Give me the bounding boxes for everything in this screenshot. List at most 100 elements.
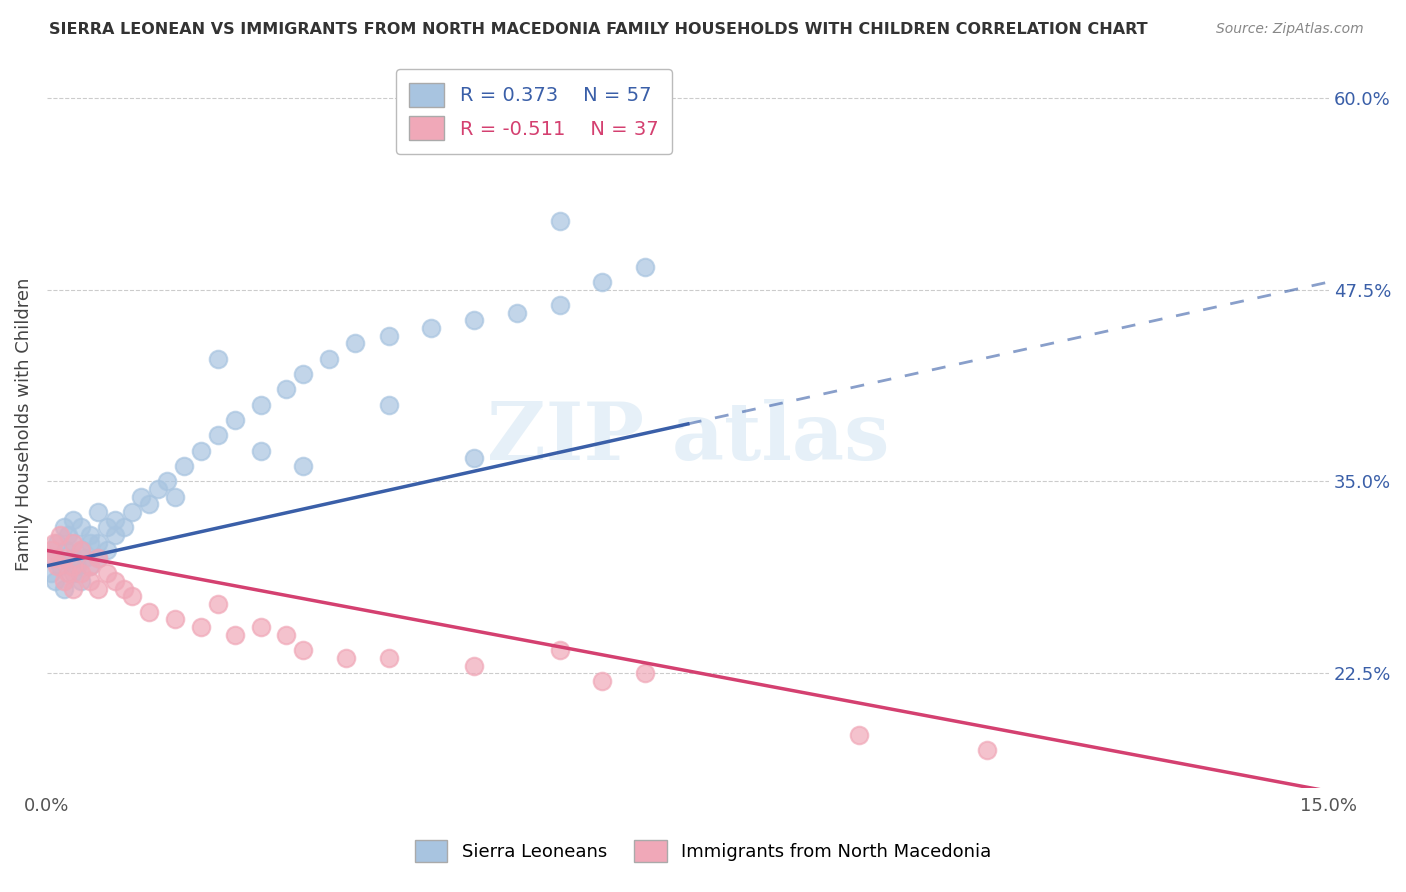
Point (155, 475, 177, 489)
Point (48, 558, 70, 573)
Point (75, 551, 97, 566)
Point (79, 536, 101, 550)
Point (249, 443, 271, 458)
Point (70, 543, 93, 558)
Point (292, 643, 315, 657)
Point (146, 482, 169, 496)
Point (276, 628, 298, 642)
Point (70, 520, 93, 534)
Point (249, 398, 271, 412)
Point (420, 321, 443, 335)
Point (335, 650, 357, 665)
Point (62, 566, 84, 581)
Point (548, 643, 571, 657)
Point (48, 528, 70, 542)
Text: SIERRA LEONEAN VS IMMIGRANTS FROM NORTH MACEDONIA FAMILY HOUSEHOLDS WITH CHILDRE: SIERRA LEONEAN VS IMMIGRANTS FROM NORTH … (49, 22, 1147, 37)
Point (42, 551, 65, 566)
Point (292, 459, 315, 474)
Point (53, 574, 76, 589)
Point (591, 275, 613, 289)
Point (506, 306, 529, 320)
Point (46, 536, 69, 550)
Point (318, 351, 340, 366)
Point (104, 513, 127, 527)
Point (634, 666, 657, 681)
Point (87, 551, 110, 566)
Point (39, 566, 62, 581)
Point (44, 574, 66, 589)
Point (548, 213, 571, 227)
Point (190, 620, 212, 634)
Point (104, 574, 127, 589)
Point (207, 351, 229, 366)
Point (66, 558, 89, 573)
Y-axis label: Family Households with Children: Family Households with Children (15, 277, 32, 571)
Point (87, 505, 110, 519)
Point (104, 528, 127, 542)
Point (62, 582, 84, 596)
Point (138, 605, 160, 619)
Point (848, 727, 870, 741)
Legend: R = 0.373    N = 57, R = -0.511    N = 37: R = 0.373 N = 57, R = -0.511 N = 37 (396, 70, 672, 153)
Point (190, 443, 212, 458)
Point (377, 650, 399, 665)
Point (112, 582, 135, 596)
Point (70, 574, 93, 589)
Point (46, 558, 69, 573)
Text: Source: ZipAtlas.com: Source: ZipAtlas.com (1216, 22, 1364, 37)
Text: ZIP atlas: ZIP atlas (486, 400, 889, 477)
Point (70, 543, 93, 558)
Point (207, 597, 229, 611)
Point (53, 520, 76, 534)
Point (463, 451, 485, 466)
Point (548, 298, 571, 312)
Point (87, 551, 110, 566)
Point (87, 582, 110, 596)
Point (44, 551, 66, 566)
Point (62, 513, 84, 527)
Point (591, 673, 613, 688)
Point (96, 566, 118, 581)
Point (976, 743, 998, 757)
Point (129, 490, 152, 504)
Point (463, 658, 485, 673)
Legend: Sierra Leoneans, Immigrants from North Macedonia: Sierra Leoneans, Immigrants from North M… (408, 833, 998, 870)
Point (173, 459, 195, 474)
Point (377, 398, 399, 412)
Point (96, 543, 118, 558)
Point (62, 558, 84, 573)
Point (138, 498, 160, 512)
Point (343, 336, 366, 351)
Point (276, 383, 298, 397)
Point (165, 612, 187, 626)
Point (249, 620, 271, 634)
Point (121, 505, 143, 519)
Point (377, 328, 399, 343)
Point (42, 536, 65, 550)
Point (58, 566, 80, 581)
Point (79, 558, 101, 573)
Point (463, 313, 485, 327)
Point (39, 543, 62, 558)
Point (53, 551, 76, 566)
Point (165, 490, 187, 504)
Point (292, 367, 315, 381)
Point (55, 543, 77, 558)
Point (96, 520, 118, 534)
Point (121, 590, 143, 604)
Point (224, 413, 246, 427)
Point (207, 428, 229, 442)
Point (62, 536, 84, 550)
Point (79, 574, 101, 589)
Point (62, 536, 84, 550)
Point (224, 628, 246, 642)
Point (62, 551, 84, 566)
Point (79, 528, 101, 542)
Point (87, 536, 110, 550)
Point (58, 528, 80, 542)
Point (634, 260, 657, 274)
Point (79, 558, 101, 573)
Point (70, 566, 93, 581)
Point (112, 520, 135, 534)
Point (53, 582, 76, 596)
